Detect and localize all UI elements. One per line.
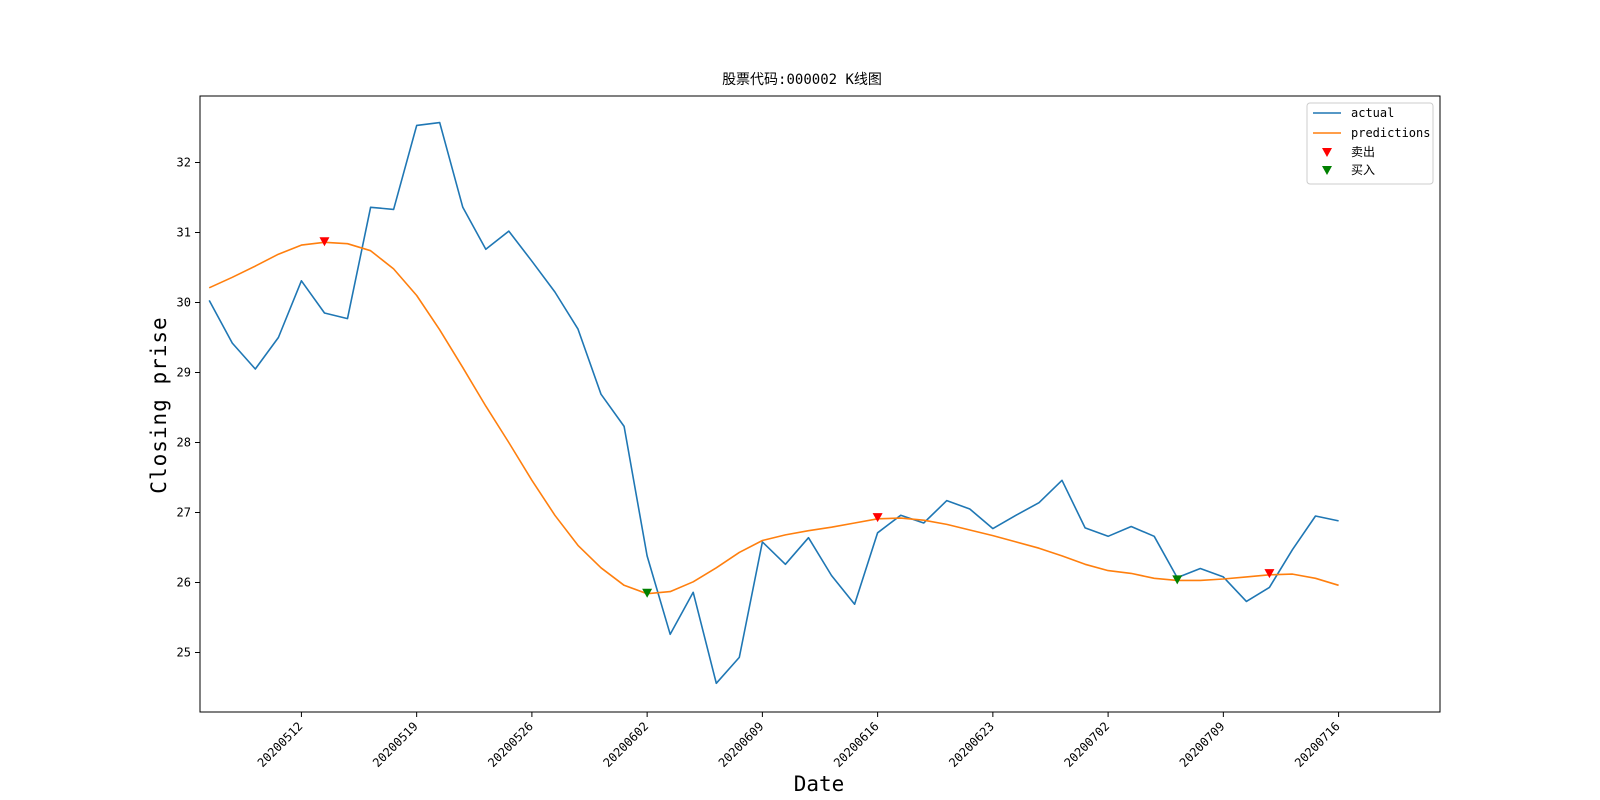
y-axis: 25 26 27 28 29 30 31 32: [177, 156, 200, 660]
x-tick-label: 20200702: [1061, 719, 1112, 770]
y-tick-label: 28: [177, 436, 191, 450]
legend-marker-sell: [1322, 148, 1332, 157]
legend-marker-buy: [1322, 166, 1332, 175]
x-tick-label: 20200512: [255, 719, 306, 770]
x-tick-label: 20200609: [716, 719, 767, 770]
legend-label-predictions: predictions: [1351, 126, 1430, 140]
chart-title: 股票代码:000002 K线图: [722, 72, 882, 88]
legend-label-sell: 卖出: [1351, 145, 1375, 159]
x-tick-label: 20200716: [1292, 719, 1343, 770]
series-line-actual: [208, 121, 1339, 685]
x-tick-label: 20200519: [370, 719, 421, 770]
sell-marker: [1264, 569, 1275, 579]
buy-marker: [1172, 575, 1183, 585]
series-layer: [208, 121, 1339, 685]
x-tick-label: 20200623: [946, 719, 997, 770]
legend-label-actual: actual: [1351, 106, 1394, 120]
legend-label-buy: 买入: [1351, 163, 1375, 177]
y-tick-label: 26: [177, 576, 191, 590]
buy-marker: [642, 588, 653, 598]
sell-marker: [872, 513, 883, 523]
x-tick-label: 20200526: [485, 719, 536, 770]
sell-marker: [319, 237, 330, 247]
legend-box: [1306, 102, 1434, 185]
y-tick-label: 30: [177, 296, 191, 310]
x-tick-label: 20200616: [831, 719, 882, 770]
x-tick-label: 20200709: [1177, 719, 1228, 770]
x-tick-label: 20200602: [600, 719, 651, 770]
plot-frame: [199, 95, 1441, 713]
x-axis: 20200512 20200519 20200526 20200602 20200609…: [255, 712, 1343, 770]
x-axis-label: Date: [794, 772, 845, 796]
y-axis-label: Closing prise: [147, 316, 171, 493]
y-tick-label: 25: [177, 646, 191, 660]
legend: actual predictions 卖出 买入: [1306, 102, 1434, 185]
series-line-predictions: [208, 241, 1339, 595]
y-tick-label: 27: [177, 506, 191, 520]
y-tick-label: 29: [177, 366, 191, 380]
y-tick-label: 31: [177, 226, 191, 240]
y-tick-label: 32: [177, 156, 191, 170]
